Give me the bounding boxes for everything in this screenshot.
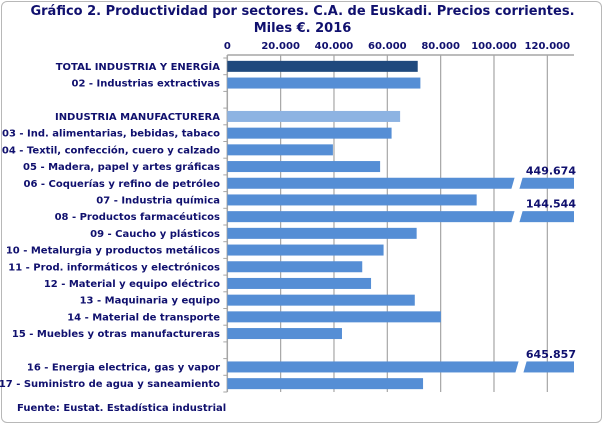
bar [227, 328, 342, 340]
category-label: TOTAL INDUSTRIA Y ENERGÍA [56, 60, 221, 73]
category-label: 11 - Prod. informáticos y electrónicos [8, 261, 220, 273]
x-tick-label: 60.000 [368, 41, 407, 52]
category-label: 08 - Productos farmacéuticos [55, 211, 220, 223]
bar [227, 244, 384, 256]
category-label: INDUSTRIA MANUFACTURERA [55, 112, 220, 123]
bar [227, 144, 333, 156]
chart-title: Gráfico 2. Productividad por sectores. C… [0, 3, 605, 37]
x-tick-label: 120.000 [525, 41, 571, 52]
bar [227, 194, 477, 206]
x-tick-label: 100.000 [471, 41, 517, 52]
bar [227, 177, 575, 189]
category-label: 17 - Suministro de agua y saneamiento [0, 379, 220, 390]
bar [227, 378, 424, 390]
bar [227, 277, 372, 289]
subtitle-line: Miles €. 2016 [253, 21, 352, 36]
bar [227, 77, 421, 89]
category-label: 06 - Coquerías y refino de petróleo [24, 178, 221, 190]
bar [227, 261, 363, 273]
category-label: 02 - Industrias extractivas [72, 79, 221, 90]
category-label: 16 - Energia electrica, gas y vapor [27, 362, 220, 373]
axis-break-mark [515, 359, 527, 374]
axis-break-mark [511, 209, 523, 224]
bar [227, 60, 418, 72]
data-label: 144.544 [526, 198, 576, 211]
category-label: 03 - Ind. alimentarias, bebidas, tabaco [2, 129, 220, 140]
title-line: Gráfico 2. Productividad por sectores. C… [30, 4, 575, 19]
bar [227, 127, 392, 139]
axis-break-mark [511, 176, 523, 191]
data-label: 645.857 [526, 348, 576, 361]
bar [227, 311, 441, 323]
bar [227, 227, 417, 239]
category-label: 04 - Textil, confección, cuero y calzado [2, 144, 220, 156]
bar [227, 161, 381, 173]
category-label: 10 - Metalurgia y productos metálicos [6, 245, 220, 257]
bar [227, 294, 415, 306]
x-tick-label: 20.000 [261, 41, 300, 52]
category-label: 09 - Caucho y plásticos [90, 228, 220, 240]
category-label: 05 - Madera, papel y artes gráficas [23, 161, 220, 173]
bar [227, 211, 575, 223]
bar [227, 361, 575, 373]
category-label: 12 - Material y equipo eléctrico [44, 278, 220, 290]
category-label: 07 - Industria química [96, 194, 220, 206]
category-label: 14 - Material de transporte [67, 312, 220, 323]
category-label: 15 - Muebles y otras manufactureras [12, 329, 220, 340]
x-tick-label: 40.000 [315, 41, 354, 52]
x-tick-label: 0 [224, 41, 231, 52]
data-label: 449.674 [526, 164, 576, 177]
source-note: Fuente: Eustat. Estadística industrial [17, 403, 227, 414]
category-label: 13 - Maquinaria y equipo [80, 296, 221, 307]
bar [227, 110, 401, 122]
x-tick-label: 80.000 [421, 41, 460, 52]
